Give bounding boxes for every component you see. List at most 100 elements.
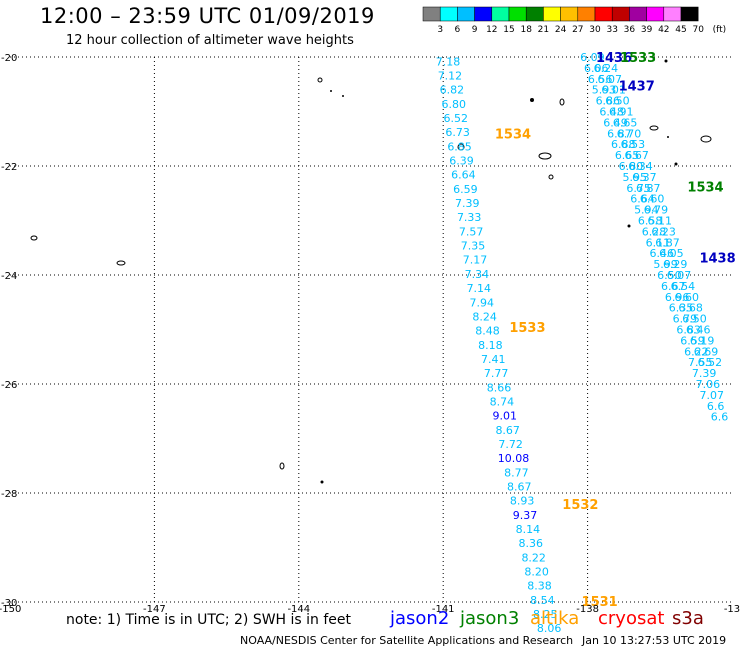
island [30,235,38,241]
colorbar-label: 42 [658,25,669,35]
swh-value-label: 8.74 [490,395,515,408]
colorbar-label: 70 [692,25,704,35]
swh-value-label: 6.65 [615,149,640,162]
swh-value-label: 6.73 [445,126,470,139]
island [664,59,668,63]
swh-value-label: 6.06 [584,62,609,75]
colorbar-swatch [680,6,699,22]
x-tick-label: -141 [432,604,455,615]
swh-value-label: 6.52 [698,356,723,369]
x-tick-label: -138 [576,604,599,615]
y-tick-label: -20 [1,53,17,64]
swh-value-label: 6.91 [609,106,634,119]
swh-value-label: 7.77 [484,367,509,380]
swh-value-label: 6.56 [588,73,613,86]
colorbar-label: 3 [437,25,443,35]
swh-value-label: 9.01 [493,410,518,423]
swh-value-label: 6.69 [694,345,719,358]
swh-value-label: 6.53 [621,138,646,151]
pass-time-label: 1438 [699,252,735,267]
generated-timestamp: Jan 10 13:27:53 UTC 2019 [582,634,727,647]
swh-value-label: 6.52 [443,112,468,125]
swh-value-label: 6.87 [655,236,680,249]
swh-value-label: 7.55 [688,356,713,369]
swh-value-label: 6.01 [601,84,626,97]
island [330,90,332,92]
pass-time-label: 1534 [687,181,723,196]
swh-value-label: 7.57 [459,225,484,238]
swh-value-label: 9.37 [513,509,538,522]
swh-value-label: 8.48 [475,325,500,338]
islands [30,59,712,484]
swh-value-label: 8.67 [495,424,520,437]
swh-value-label: 6.82 [440,84,465,97]
swh-value-label: 7.35 [461,240,486,253]
swh-value-label: 6.39 [449,155,474,168]
swh-value-label: 8.67 [507,480,532,493]
swh-value-label: 10.08 [498,452,530,465]
legend-item-jason2: jason2 [390,608,450,629]
colorbar-label: 27 [572,25,583,35]
swh-value-label: 7.18 [436,55,461,68]
swh-value-label: 7.33 [457,211,482,224]
island [320,480,324,484]
swh-value-label: 5.99 [653,258,678,271]
swh-value-label: 6.07 [597,73,622,86]
swh-value-label: 6.54 [671,280,696,293]
swh-value-label: 8.22 [521,551,546,564]
swh-value-label: 8.25 [533,608,558,621]
island [116,260,126,266]
island [649,125,659,131]
swh-value-label: 6.86 [596,95,621,108]
units-note: note: 1) Time is in UTC; 2) SWH is in fe… [66,612,352,628]
pass-time-label: 1436 [596,51,632,66]
swh-value-label: 6.11 [646,236,671,249]
swh-value-label: 6.88 [611,138,636,151]
island [674,162,678,166]
colorbar-label: 6 [455,25,461,35]
colorbar-label: 15 [503,25,514,35]
island [627,224,631,228]
legend-item-altika: altika [530,608,580,629]
swh-value-label: 8.66 [487,381,512,394]
swh-value-label: 7.06 [696,378,721,391]
colorbar-label: 33 [606,25,617,35]
y-tick-label: -24 [1,271,17,282]
swh-value-label: 8.36 [519,537,544,550]
swh-value-label: 6.79 [673,313,698,326]
swh-value-label: 6.24 [594,62,619,75]
legend-item-cryosat: cryosat [598,608,665,629]
swh-value-label: 7.94 [469,296,494,309]
swh-value-label: 7.12 [438,70,463,83]
colorbar-label: 21 [538,25,549,35]
swh-value-label: 6.49 [603,116,628,129]
colorbar-label: 30 [589,25,601,35]
swh-value-label: 7.34 [465,268,490,281]
pass-time-label: 1437 [619,79,655,94]
y-tick-label: -30 [1,598,17,609]
swh-value-label: 6.05 [659,247,684,260]
swh-value-label: 7.72 [498,438,523,451]
x-tick-label: -13 [724,604,740,615]
swh-value-label: 6.79 [644,204,669,217]
swh-value-label: 7.17 [463,254,488,267]
swh-value-label: 6.60 [640,193,665,206]
island [548,174,554,180]
page-subtitle: 12 hour collection of altimeter wave hei… [66,33,354,48]
credit-line: NOAA/NESDIS Center for Satellite Applica… [240,634,574,647]
swh-value-label: 8.77 [504,466,529,479]
swh-value-label: 6.6 [707,400,725,413]
swh-value-label: 6.96 [665,291,690,304]
swh-value-label: 6.67 [624,149,649,162]
swh-value-label: 8.18 [478,339,503,352]
swh-value-label: 7.14 [467,282,492,295]
colorbar-label: 39 [641,25,653,35]
colorbar-label: 18 [520,25,532,35]
swh-value-label: 6.19 [690,334,715,347]
swh-value-label: 6.11 [648,215,673,228]
y-tick-label: -26 [1,380,17,391]
swh-value-label: 6.65 [613,116,638,129]
swh-value-label: 6.80 [619,160,644,173]
swh-value-label: 5.95 [623,171,648,184]
